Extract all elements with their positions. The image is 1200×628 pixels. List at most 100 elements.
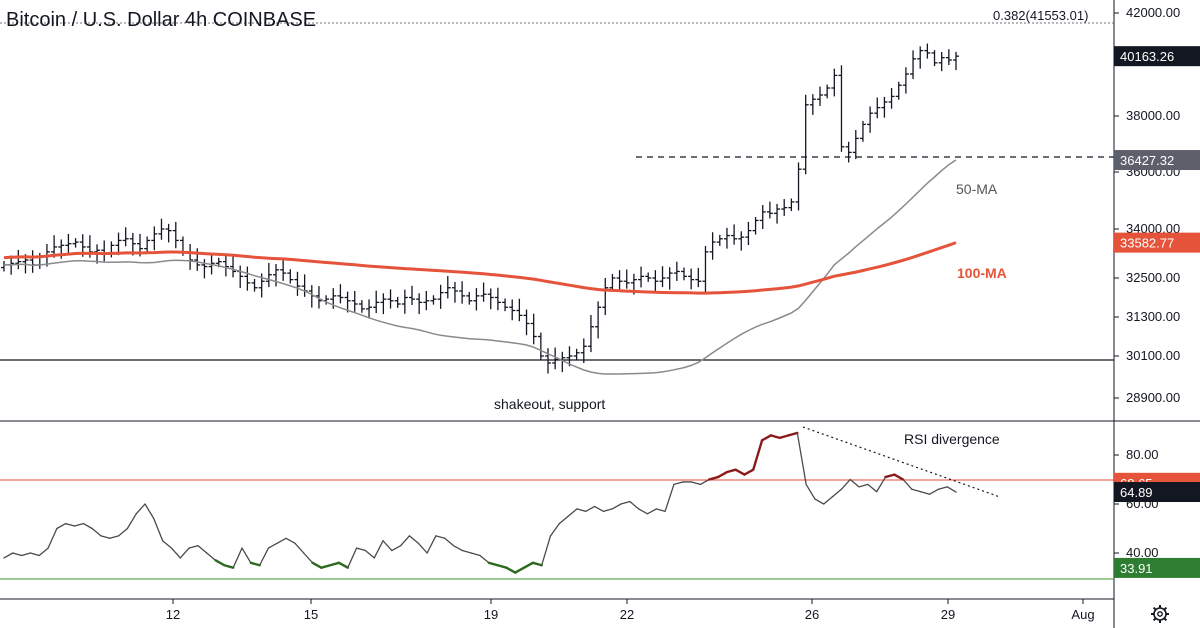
rsi-segment [400,535,411,547]
rsi-segment [778,434,790,440]
ohlc-bar [366,299,373,319]
ohlc-bar [430,295,437,305]
rsi-segment [743,468,755,476]
rsi-tick-label: 80.00 [1126,447,1159,462]
rsi-segment [126,513,137,530]
rsi-segment [620,500,631,505]
ohlc-bar [859,121,866,142]
time-tick-label: 29 [941,607,955,622]
ma100-annotation: 100-MA [957,265,1007,281]
rsi-segment [576,508,587,513]
price-tick-label: 31300.00 [1126,309,1180,324]
price-tags: 40163.26 36427.32 33582.77 [1114,46,1200,253]
ohlc-bar [809,94,816,115]
rsi-segment [602,508,613,513]
time-tick-label: 26 [805,607,819,622]
rsi-segment [893,473,905,481]
rsi-segment [188,545,199,549]
ohlc-bar [802,94,809,175]
ohlc-bar [852,130,859,160]
ohlc-bar [201,259,208,279]
ohlc-bar [817,86,823,106]
ohlc-bar [566,346,573,367]
ohlc-bar [824,84,831,99]
ohlc-bar [394,296,401,308]
rsi-segment [303,552,314,564]
ohlc-bar [530,313,537,345]
rsi-segment [285,537,296,544]
ohlc-bar [451,281,458,303]
rsi-segment [461,549,472,554]
rsi-segment [65,522,76,527]
rsi-segment [162,540,173,549]
rsi-segment [258,547,270,566]
ohlc-bar [115,232,122,256]
rsi-segment [214,559,226,567]
ohlc-bar [437,284,444,309]
price-tick-label: 32500.00 [1126,270,1180,285]
value-tag-bg [1114,46,1200,67]
rsi-segment [585,505,596,513]
ohlc-bar [158,218,165,240]
value-tag-bg [1114,557,1200,578]
ohlc-bar [895,81,902,100]
rsi-segment [549,522,560,537]
time-axis[interactable]: 12 15 19 22 26 29 Aug [166,599,1095,622]
rsi-segment [664,483,675,513]
ohlc-bar [409,285,415,305]
rsi-segment [135,503,146,515]
rsi-segment [514,566,526,574]
ohlc-bar [759,205,766,229]
value-tag-bg [1114,232,1200,253]
ohlc-bar [222,253,229,277]
rsi-segment [558,515,569,525]
ohlc-bar [244,266,251,291]
rsi-segment [223,564,235,569]
rsi-segment [82,522,93,530]
rsi-segment [814,498,825,505]
rsi-line [3,431,957,574]
ohlc-bar [931,50,938,67]
ohlc-bar [466,291,473,305]
ma50-line [3,159,957,375]
rsi-segment [347,547,358,569]
rsi-segment [655,508,666,513]
ohlc-bar [509,299,516,321]
ohlc-bar [480,282,487,302]
settings-gear-icon[interactable] [1151,605,1169,623]
ohlc-bar [523,309,530,336]
ohlc-bar [580,338,587,363]
ohlc-bar [681,267,687,281]
ohlc-bar [716,234,723,246]
rsi-segment [232,547,243,569]
rsi-segment [805,483,816,500]
rsi-segment [567,508,578,517]
ohlc-bar [144,236,151,253]
price-tick-label: 42000.00 [1126,5,1180,20]
rsi-segment [417,542,428,554]
rsi-segment [408,535,419,544]
rsi-segment [311,561,323,569]
value-tag-text: 64.89 [1120,485,1153,500]
rsi-segment [29,552,40,557]
ohlc-bar [380,293,387,315]
support-annotation: shakeout, support [494,396,605,412]
ohlc-bar [387,289,394,309]
ohlc-bar [502,298,509,312]
ohlc-bar [294,271,301,296]
ohlc-bar [831,68,838,97]
price-tick-label: 38000.00 [1126,108,1180,123]
rsi-segment [373,540,384,559]
ohlc-bar [874,97,881,119]
rsi-segment [452,545,464,552]
rsi-segment [734,468,746,476]
ohlc-bar [666,267,673,290]
ohlc-bar [867,106,874,133]
ohlc-bar [172,221,179,249]
ohlc-bar [623,269,630,289]
fib-label: 0.382(41553.01) [993,8,1088,23]
ohlc-bar [72,238,79,248]
